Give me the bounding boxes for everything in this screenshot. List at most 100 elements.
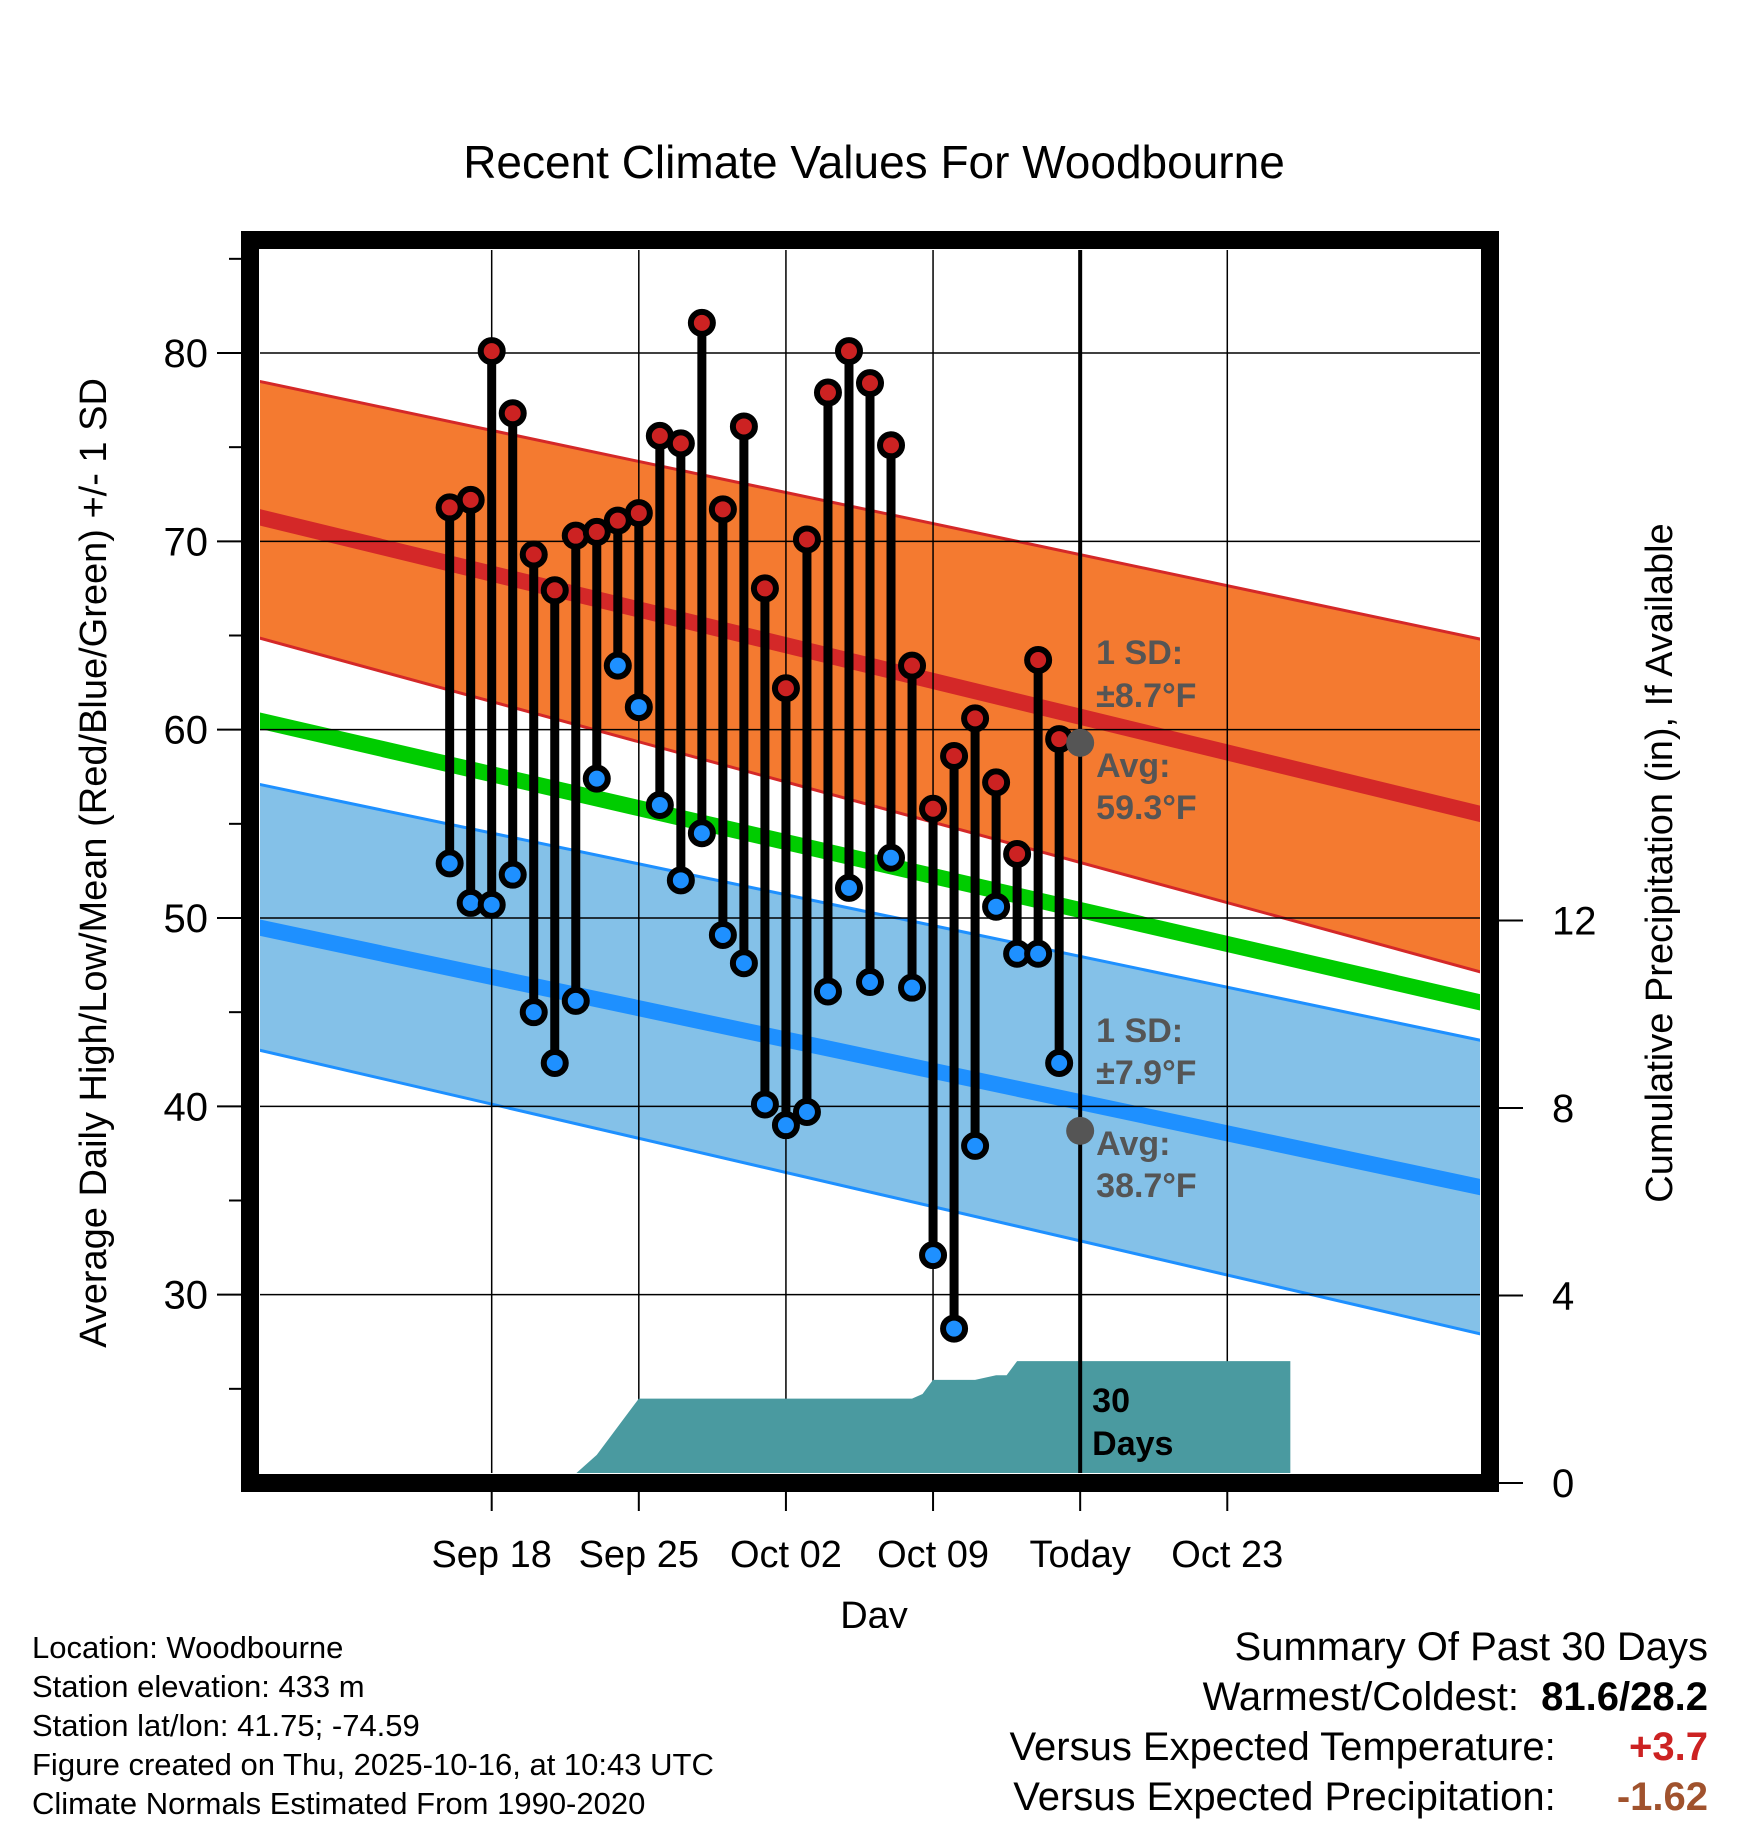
daily-high-point xyxy=(582,517,611,546)
daily-low-point xyxy=(982,892,1011,921)
daily-low-point xyxy=(645,791,674,819)
high-sd-value: ±8.7°F xyxy=(1096,677,1196,715)
daily-low-point xyxy=(687,819,716,848)
daily-low-point xyxy=(961,1131,990,1160)
low-sd-title: 1 SD: xyxy=(1096,1012,1183,1050)
daily-low-point xyxy=(540,1049,569,1078)
daily-high-point xyxy=(940,742,969,771)
daily-high-point xyxy=(813,378,842,407)
info-created: Figure created on Thu, 2025-10-16, at 10… xyxy=(32,1747,714,1782)
x-tick-label: Today xyxy=(1029,1534,1130,1576)
daily-high-point xyxy=(687,308,716,337)
daily-low-point xyxy=(666,866,695,895)
x-axis-label: Day xyxy=(840,1595,908,1628)
daily-high-point xyxy=(877,431,906,460)
daily-low-point xyxy=(771,1111,800,1140)
daily-low-point xyxy=(898,973,927,1002)
daily-low-point xyxy=(834,873,863,902)
summary-precip-label: Versus Expected Precipitation: xyxy=(1013,1775,1556,1819)
station-info: Location: Woodbourne Station elevation: … xyxy=(32,1628,714,1823)
chart-title: Recent Climate Values For Woodbourne xyxy=(463,136,1285,188)
daily-low-point xyxy=(792,1097,821,1126)
info-location: Location: Woodbourne xyxy=(32,1630,344,1665)
y2-tick-label: 12 xyxy=(1552,900,1597,944)
x-tick-label: Sep 18 xyxy=(431,1534,551,1576)
daily-high-point xyxy=(456,485,485,514)
y-tick-label: 60 xyxy=(164,709,209,753)
daily-high-point xyxy=(540,576,569,605)
y-tick-label: 40 xyxy=(164,1085,209,1129)
daily-high-point xyxy=(982,768,1011,797)
low-average-line xyxy=(260,919,1480,1196)
daily-high-point xyxy=(961,704,990,733)
daily-high-point xyxy=(1024,645,1053,674)
daily-high-point xyxy=(750,574,779,603)
daily-high-point xyxy=(792,525,821,554)
x-tick-label: Oct 09 xyxy=(877,1534,989,1576)
today-window-label-unit: Days xyxy=(1092,1425,1173,1463)
daily-low-point xyxy=(582,764,611,793)
daily-high-point xyxy=(1003,839,1032,868)
low-avg-title: Avg: xyxy=(1096,1125,1170,1163)
summary-precip-row: Versus Expected Precipitation: -1.62 xyxy=(1010,1772,1708,1822)
today-window-label-number: 30 xyxy=(1092,1382,1130,1420)
x-tick-label: Oct 02 xyxy=(730,1534,842,1576)
high-sd-title: 1 SD: xyxy=(1096,634,1183,672)
y2-axis-label: Cumulative Precipitation (in), If Availa… xyxy=(1639,523,1681,1202)
low-sd-value: ±7.9°F xyxy=(1096,1054,1196,1092)
x-tick-label: Oct 23 xyxy=(1171,1534,1283,1576)
info-latlon: Station lat/lon: 41.75; -74.59 xyxy=(32,1708,420,1743)
x-tick-label: Sep 25 xyxy=(579,1534,699,1576)
high-avg-title: Avg: xyxy=(1096,747,1170,785)
daily-low-point xyxy=(477,890,506,919)
summary-panel: Summary Of Past 30 Days Warmest/Coldest:… xyxy=(1010,1622,1708,1822)
daily-high-point xyxy=(771,674,800,703)
daily-high-point xyxy=(624,499,653,528)
info-elevation: Station elevation: 433 m xyxy=(32,1669,365,1704)
daily-low-point xyxy=(813,977,842,1006)
summary-temp-row: Versus Expected Temperature: +3.7 xyxy=(1010,1722,1708,1772)
daily-low-point xyxy=(498,860,527,889)
daily-high-point xyxy=(856,369,884,398)
daily-high-point xyxy=(919,794,948,823)
summary-temp-label: Versus Expected Temperature: xyxy=(1009,1725,1556,1769)
summary-temp-value: +3.7 xyxy=(1629,1725,1708,1769)
daily-high-point xyxy=(898,651,927,680)
daily-high-point xyxy=(666,429,695,458)
high-avg-today-point xyxy=(1066,728,1095,757)
daily-low-point xyxy=(519,998,548,1027)
daily-low-point xyxy=(561,986,590,1015)
daily-low-point xyxy=(750,1090,779,1119)
daily-low-point xyxy=(1024,939,1053,968)
summary-warmest-label: Warmest/Coldest: xyxy=(1202,1675,1519,1719)
low-band-lower-edge xyxy=(260,1048,1480,1336)
daily-low-point xyxy=(603,651,632,680)
daily-high-point xyxy=(477,337,506,366)
daily-low-point xyxy=(919,1241,948,1270)
daily-low-point xyxy=(729,949,758,978)
y-tick-label: 70 xyxy=(164,520,209,564)
y-tick-label: 30 xyxy=(164,1274,209,1318)
daily-low-point xyxy=(708,920,737,949)
daily-low-point xyxy=(877,843,906,872)
summary-precip-value: -1.62 xyxy=(1616,1775,1708,1819)
low-avg-value: 38.7°F xyxy=(1096,1167,1197,1205)
summary-title: Summary Of Past 30 Days xyxy=(1234,1625,1708,1669)
y2-tick-label: 4 xyxy=(1552,1275,1574,1319)
low-avg-today-point xyxy=(1066,1116,1095,1145)
y2-tick-label: 8 xyxy=(1552,1087,1574,1131)
high-avg-value: 59.3°F xyxy=(1096,789,1197,827)
climate-chart: Recent Climate Values For Woodbourne 30 4… xyxy=(73,136,1681,1628)
daily-low-point xyxy=(624,693,653,722)
daily-low-point xyxy=(940,1314,969,1343)
info-normals: Climate Normals Estimated From 1990-2020 xyxy=(32,1786,646,1821)
daily-high-point xyxy=(729,412,758,441)
daily-low-point xyxy=(1045,1049,1074,1078)
y-tick-label: 50 xyxy=(164,897,209,941)
daily-low-point xyxy=(856,968,884,997)
summary-warmest-row: Warmest/Coldest: 81.6/28.2 xyxy=(1010,1672,1708,1722)
daily-high-point xyxy=(708,495,737,524)
daily-low-point xyxy=(435,849,464,878)
y-tick-label: 80 xyxy=(164,332,209,376)
precipitation-area xyxy=(576,1361,1291,1473)
